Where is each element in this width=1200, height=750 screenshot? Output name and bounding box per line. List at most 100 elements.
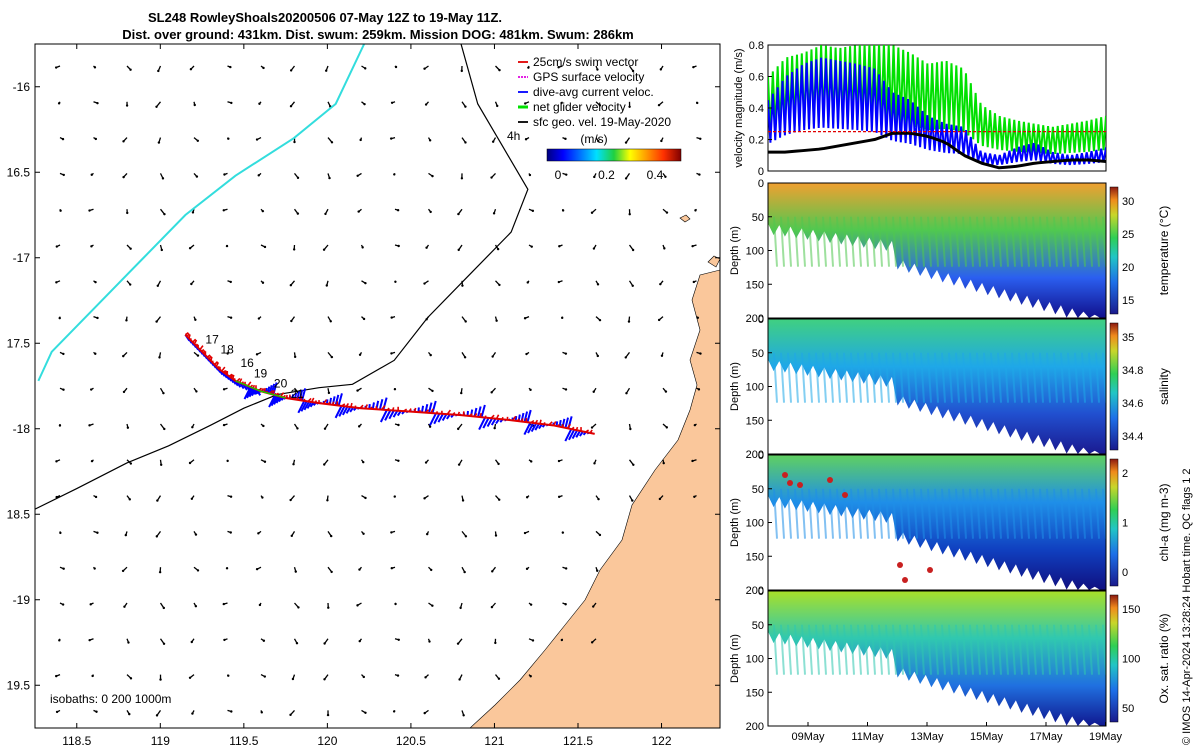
arrow-head — [389, 137, 393, 140]
arrow-head — [596, 354, 600, 358]
profile-stripe — [1060, 352, 1065, 403]
arrow-head — [58, 316, 61, 320]
dive-avg-vector — [558, 419, 562, 427]
arrow-head — [397, 244, 400, 248]
arrow-head — [423, 282, 426, 285]
profile-stripe — [976, 352, 981, 403]
dive-avg-vector — [297, 400, 306, 414]
depth-tick-label: 150 — [746, 279, 764, 291]
arrow-head — [665, 426, 669, 429]
arrow-head — [126, 211, 129, 215]
arrow-head — [561, 209, 565, 212]
arrow-head — [397, 459, 400, 463]
arrow-head — [191, 712, 194, 715]
chla-hotspot — [927, 567, 933, 573]
dive-avg-vector — [523, 411, 529, 423]
dive-avg-vector — [275, 396, 282, 404]
y-axis-label: velocity magnitude (m/s) — [733, 48, 745, 167]
arrow-head — [356, 174, 359, 177]
arrow-head — [229, 531, 232, 534]
dive-avg-vector — [437, 413, 444, 423]
arrow-head — [529, 388, 532, 392]
colorbar-gradient — [546, 148, 682, 162]
arrow-head — [223, 638, 226, 642]
arrow-head — [394, 280, 397, 284]
arrow-head — [491, 140, 495, 143]
arrow-head — [323, 463, 326, 466]
chla-hotspot — [902, 577, 908, 583]
arrow-head — [293, 140, 296, 144]
depth-tick-label: 100 — [746, 382, 764, 394]
profile-stripe — [794, 216, 799, 267]
arrow-head — [624, 177, 628, 180]
arrow-head — [227, 137, 230, 140]
profile-stripe — [885, 352, 890, 403]
arrow-head — [691, 459, 694, 463]
arrow-head — [423, 497, 426, 500]
profile-stripe — [871, 216, 876, 267]
arrow-head — [88, 209, 91, 212]
profile-stripe — [1088, 624, 1093, 675]
profile-stripe — [836, 352, 841, 403]
arrow-head — [260, 711, 263, 714]
arrow-head — [258, 603, 262, 607]
profile-stripe — [843, 624, 848, 675]
arrow-head — [160, 248, 164, 252]
profile-stripe — [892, 624, 897, 675]
profile-stripe — [1074, 352, 1079, 403]
arrow-head — [194, 318, 197, 321]
arrow-head — [664, 175, 667, 178]
depth-tick-label: 100 — [746, 246, 764, 258]
arrow-head — [456, 427, 460, 431]
arrow-head — [592, 605, 595, 608]
arrow-head — [62, 173, 65, 177]
arrow-head — [161, 177, 165, 180]
arrow-head — [289, 498, 292, 502]
arrow-head — [660, 354, 664, 357]
velocity-series-line — [768, 57, 1106, 166]
x-tick-label: 118.5 — [62, 734, 91, 748]
arrow-head — [664, 390, 668, 393]
arrow-head — [59, 209, 62, 212]
profile-stripe — [1088, 216, 1093, 267]
arrow-head — [62, 388, 65, 391]
profile-stripe — [1025, 488, 1030, 539]
arrow-head — [693, 495, 696, 498]
arrow-head — [494, 641, 497, 645]
profile-stripe — [836, 624, 841, 675]
arrow-head — [289, 105, 293, 108]
arrow-head — [57, 102, 61, 105]
profile-stripe — [948, 488, 953, 539]
arrow-head — [494, 534, 498, 537]
arrow-head — [394, 65, 398, 69]
profile-stripe — [1018, 624, 1023, 675]
profile-stripe — [983, 624, 988, 675]
profile-stripe — [1095, 488, 1100, 539]
arrow-head — [293, 355, 297, 359]
x-tick-label: 119.5 — [229, 734, 258, 748]
arrow-head — [397, 638, 400, 642]
day-label: 21 — [291, 387, 305, 401]
arrow-head — [191, 211, 195, 214]
dive-avg-vector — [530, 422, 538, 433]
arrow-head — [257, 532, 260, 535]
profile-stripe — [906, 488, 911, 539]
dive-avg-vector — [371, 402, 375, 410]
profile-stripe — [1095, 352, 1100, 403]
profile-stripe — [1011, 352, 1016, 403]
arrow-head — [590, 426, 594, 429]
profile-stripe — [780, 624, 785, 675]
arrow-head — [491, 355, 494, 358]
profile-stripe — [1046, 624, 1051, 675]
arrow-head — [390, 531, 393, 534]
profile-stripe — [997, 216, 1002, 267]
arrow-head — [564, 567, 568, 570]
y-tick-label: -19 — [13, 593, 31, 607]
arrow-head — [657, 103, 661, 107]
arrow-head — [294, 570, 297, 573]
day-label: 18 — [220, 343, 234, 357]
profile-stripe — [787, 624, 792, 675]
arrow-head — [193, 103, 196, 107]
arrow-head — [159, 463, 163, 466]
